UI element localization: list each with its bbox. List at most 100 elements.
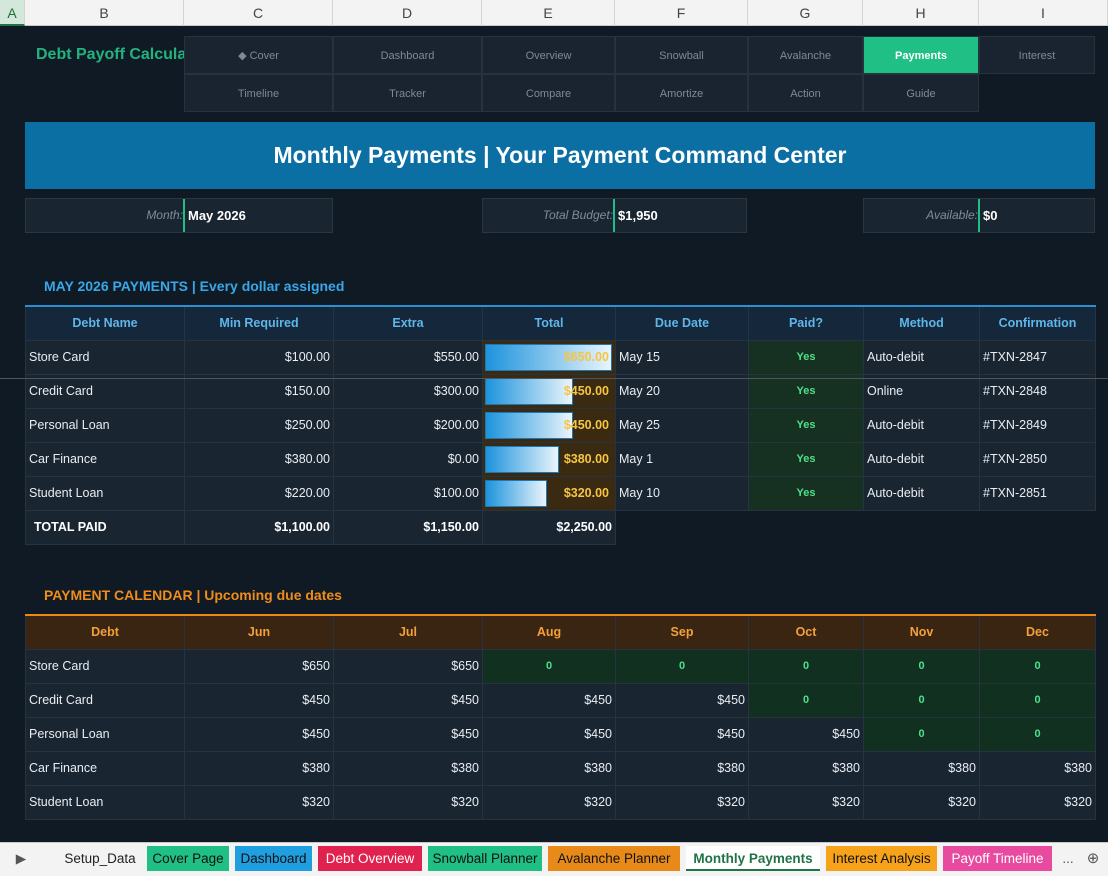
calendar-cell-jun[interactable]: $320 xyxy=(184,784,334,820)
method-cell[interactable]: Online xyxy=(863,373,980,409)
nav-payments-button[interactable]: Payments xyxy=(863,36,979,74)
calendar-cell-oct[interactable]: 0 xyxy=(748,682,864,718)
calendar-cell-nov[interactable]: 0 xyxy=(863,716,980,752)
calendar-debt-name[interactable]: Credit Card xyxy=(25,682,185,718)
total-cell[interactable]: $380.00 xyxy=(482,441,616,477)
min-required-cell[interactable]: $100.00 xyxy=(184,339,334,375)
calendar-cell-oct[interactable]: $320 xyxy=(748,784,864,820)
nav-tracker-button[interactable]: Tracker xyxy=(333,74,482,112)
calendar-cell-aug[interactable]: 0 xyxy=(482,648,616,684)
calendar-cell-aug[interactable]: $380 xyxy=(482,750,616,786)
calendar-cell-jul[interactable]: $450 xyxy=(333,682,483,718)
nav-timeline-button[interactable]: Timeline xyxy=(184,74,333,112)
confirmation-cell[interactable]: #TXN-2849 xyxy=(979,407,1096,443)
column-header-a[interactable]: A xyxy=(0,0,25,26)
paid-status-cell[interactable]: Yes xyxy=(748,441,864,477)
paid-status-cell[interactable]: Yes xyxy=(748,339,864,375)
calendar-cell-dec[interactable]: 0 xyxy=(979,716,1096,752)
calendar-cell-jul[interactable]: $320 xyxy=(333,784,483,820)
calendar-cell-nov[interactable]: $320 xyxy=(863,784,980,820)
paid-status-cell[interactable]: Yes xyxy=(748,475,864,511)
calendar-cell-dec[interactable]: $380 xyxy=(979,750,1096,786)
due-date-cell[interactable]: May 25 xyxy=(615,407,749,443)
min-required-cell[interactable]: $250.00 xyxy=(184,407,334,443)
calendar-cell-oct[interactable]: 0 xyxy=(748,648,864,684)
method-cell[interactable]: Auto-debit xyxy=(863,339,980,375)
debt-name-cell[interactable]: Credit Card xyxy=(25,373,185,409)
sheet-tab-payoff-timeline[interactable]: Payoff Timeline xyxy=(943,846,1052,871)
calendar-cell-nov[interactable]: $380 xyxy=(863,750,980,786)
calendar-cell-dec[interactable]: 0 xyxy=(979,648,1096,684)
debt-name-cell[interactable]: Store Card xyxy=(25,339,185,375)
sheet-tab-monthly-payments[interactable]: Monthly Payments xyxy=(686,846,820,871)
calendar-debt-name[interactable]: Personal Loan xyxy=(25,716,185,752)
total-total-cell[interactable]: $2,250.00 xyxy=(482,509,616,545)
confirmation-cell[interactable]: #TXN-2848 xyxy=(979,373,1096,409)
calendar-cell-dec[interactable]: 0 xyxy=(979,682,1096,718)
calendar-cell-dec[interactable]: $320 xyxy=(979,784,1096,820)
column-header-f[interactable]: F xyxy=(615,0,748,26)
calendar-debt-name[interactable]: Store Card xyxy=(25,648,185,684)
nav-overview-button[interactable]: Overview xyxy=(482,36,615,74)
method-cell[interactable]: Auto-debit xyxy=(863,407,980,443)
debt-name-cell[interactable]: Student Loan xyxy=(25,475,185,511)
more-tabs-button[interactable]: ... xyxy=(1062,851,1074,866)
add-sheet-icon[interactable]: ⊕ xyxy=(1086,850,1100,867)
nav-amortize-button[interactable]: Amortize xyxy=(615,74,748,112)
due-date-cell[interactable]: May 20 xyxy=(615,373,749,409)
nav-guide-button[interactable]: Guide xyxy=(863,74,979,112)
calendar-cell-nov[interactable]: 0 xyxy=(863,682,980,718)
total-min-cell[interactable]: $1,100.00 xyxy=(184,509,334,545)
nav-interest-button[interactable]: Interest xyxy=(979,36,1095,74)
calendar-cell-sep[interactable]: $320 xyxy=(615,784,749,820)
total-cell[interactable]: $650.00 xyxy=(482,339,616,375)
sheet-tab-dashboard[interactable]: Dashboard xyxy=(235,846,312,871)
total-cell[interactable]: $450.00 xyxy=(482,373,616,409)
calendar-cell-jul[interactable]: $650 xyxy=(333,648,483,684)
calendar-debt-name[interactable]: Student Loan xyxy=(25,784,185,820)
calendar-cell-aug[interactable]: $320 xyxy=(482,784,616,820)
sheet-tab-cover-page[interactable]: Cover Page xyxy=(147,846,229,871)
nav-dashboard-button[interactable]: Dashboard xyxy=(333,36,482,74)
calendar-debt-name[interactable]: Car Finance xyxy=(25,750,185,786)
debt-name-cell[interactable]: Personal Loan xyxy=(25,407,185,443)
column-header-b[interactable]: B xyxy=(25,0,184,26)
sheet-tab-setup-data[interactable]: Setup_Data xyxy=(58,846,142,871)
paid-status-cell[interactable]: Yes xyxy=(748,373,864,409)
nav-avalanche-button[interactable]: Avalanche xyxy=(748,36,863,74)
calendar-cell-jun[interactable]: $380 xyxy=(184,750,334,786)
min-required-cell[interactable]: $150.00 xyxy=(184,373,334,409)
calendar-cell-oct[interactable]: $450 xyxy=(748,716,864,752)
calendar-cell-sep[interactable]: $380 xyxy=(615,750,749,786)
confirmation-cell[interactable]: #TXN-2847 xyxy=(979,339,1096,375)
method-cell[interactable]: Auto-debit xyxy=(863,441,980,477)
column-header-g[interactable]: G xyxy=(748,0,863,26)
due-date-cell[interactable]: May 10 xyxy=(615,475,749,511)
nav-compare-button[interactable]: Compare xyxy=(482,74,615,112)
column-header-d[interactable]: D xyxy=(333,0,482,26)
calendar-cell-jun[interactable]: $650 xyxy=(184,648,334,684)
total-cell[interactable]: $320.00 xyxy=(482,475,616,511)
debt-name-cell[interactable]: Car Finance xyxy=(25,441,185,477)
total-cell[interactable]: $450.00 xyxy=(482,407,616,443)
calendar-cell-jul[interactable]: $450 xyxy=(333,716,483,752)
extra-cell[interactable]: $0.00 xyxy=(333,441,483,477)
nav-action-button[interactable]: Action xyxy=(748,74,863,112)
sheet-tab-debt-overview[interactable]: Debt Overview xyxy=(318,846,422,871)
paid-status-cell[interactable]: Yes xyxy=(748,407,864,443)
column-header-e[interactable]: E xyxy=(482,0,615,26)
total-extra-cell[interactable]: $1,150.00 xyxy=(333,509,483,545)
calendar-cell-jun[interactable]: $450 xyxy=(184,716,334,752)
extra-cell[interactable]: $300.00 xyxy=(333,373,483,409)
extra-cell[interactable]: $550.00 xyxy=(333,339,483,375)
month-value[interactable]: May 2026 xyxy=(183,199,332,232)
column-header-i[interactable]: I xyxy=(979,0,1108,26)
sheet-tab-snowball-planner[interactable]: Snowball Planner xyxy=(428,846,542,871)
calendar-cell-sep[interactable]: $450 xyxy=(615,716,749,752)
calendar-cell-oct[interactable]: $380 xyxy=(748,750,864,786)
sheet-tab-avalanche-planner[interactable]: Avalanche Planner xyxy=(548,846,680,871)
calendar-cell-aug[interactable]: $450 xyxy=(482,716,616,752)
extra-cell[interactable]: $200.00 xyxy=(333,407,483,443)
calendar-cell-sep[interactable]: $450 xyxy=(615,682,749,718)
column-header-c[interactable]: C xyxy=(184,0,333,26)
